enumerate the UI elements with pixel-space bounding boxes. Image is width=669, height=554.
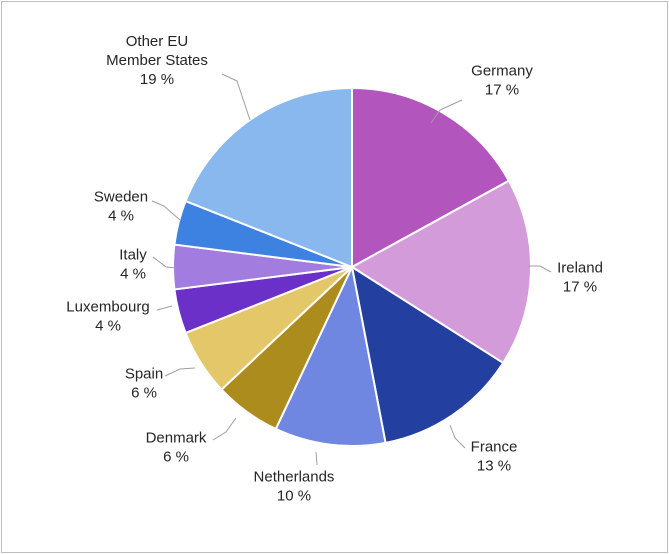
leader-line-sweden — [151, 200, 181, 221]
slice-name: Ireland — [557, 260, 603, 277]
slice-label-sweden: Sweden 4 % — [94, 189, 148, 225]
slice-name: Member States — [106, 52, 208, 69]
slice-france — [350, 264, 505, 445]
slice-label-luxembourg: Luxembourg 4 % — [66, 299, 149, 335]
leader-line-italy — [152, 256, 177, 269]
leader-line-france — [449, 424, 466, 449]
slice-name: Luxembourg — [66, 299, 149, 316]
leader-lines — [151, 73, 552, 466]
leader-line-germany — [430, 99, 463, 124]
slice-value: 13 % — [477, 458, 511, 475]
slice-label-netherlands: Netherlands 10 % — [254, 469, 335, 505]
slice-name: Sweden — [94, 189, 148, 206]
slice-name: Italy — [119, 247, 147, 264]
slice-value: 17 % — [485, 82, 519, 99]
slice-other-eu-member-states — [184, 86, 353, 269]
leader-line-denmark — [212, 417, 237, 441]
slice-label-spain: Spain 6 % — [125, 366, 163, 402]
leader-line-other-eu-member-states — [221, 73, 251, 121]
leader-line-spain — [164, 367, 196, 377]
slice-name: France — [471, 439, 518, 456]
slice-germany — [351, 86, 511, 269]
slice-label-france: France 13 % — [471, 439, 518, 475]
slice-label-ireland: Ireland 17 % — [557, 260, 603, 296]
slice-name: Germany — [471, 63, 533, 80]
slice-value: 4 % — [108, 208, 134, 225]
slice-netherlands — [274, 263, 387, 447]
slice-name: Spain — [125, 366, 163, 383]
slice-value: 4 % — [120, 266, 146, 283]
slice-value: 17 % — [563, 279, 597, 296]
slice-labels: Germany 17 % Ireland 17 % France 13 % Netherla… — [66, 33, 603, 505]
slice-label-other-eu-member-states: Other EU Member States 19 % — [106, 33, 208, 88]
slice-label-denmark: Denmark 6 % — [146, 430, 207, 466]
slice-value: 10 % — [277, 488, 311, 505]
leader-line-ireland — [528, 265, 552, 273]
slice-label-germany: Germany 17 % — [471, 63, 533, 99]
slice-value: 4 % — [95, 318, 121, 335]
slice-name: Other EU — [126, 33, 189, 50]
leader-line-luxembourg — [156, 305, 173, 311]
pie-slices — [172, 86, 532, 447]
leader-line-netherlands — [315, 451, 318, 466]
slice-value: 19 % — [140, 71, 174, 88]
slice-name: Denmark — [146, 430, 207, 447]
slice-name: Netherlands — [254, 469, 335, 486]
slice-ireland — [350, 179, 532, 365]
slice-label-italy: Italy 4 % — [119, 247, 147, 283]
slice-value: 6 % — [163, 449, 189, 466]
slice-value: 6 % — [131, 385, 157, 402]
